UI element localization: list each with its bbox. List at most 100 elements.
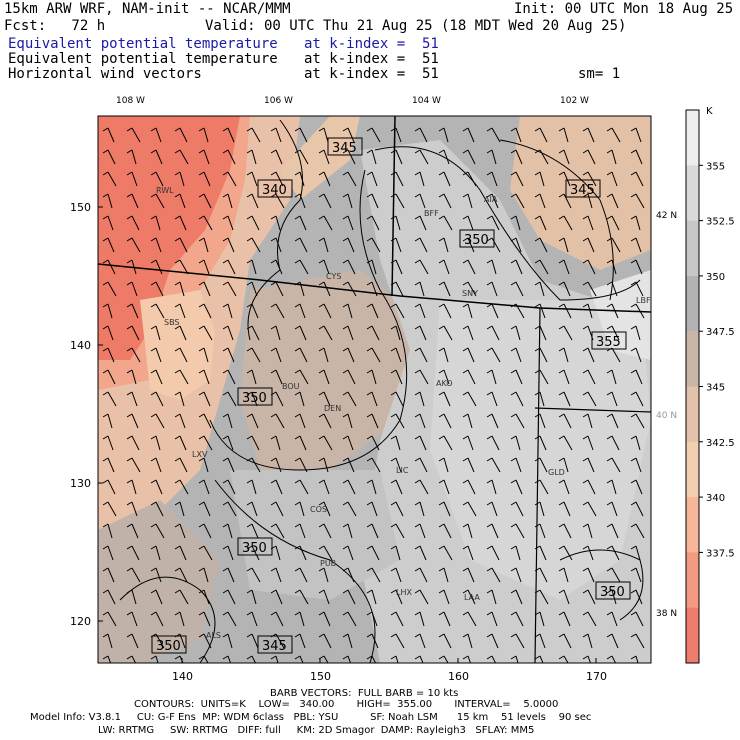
wind-barb <box>102 545 114 561</box>
wind-barb <box>390 215 401 231</box>
wind-barb <box>102 413 113 429</box>
wind-barb <box>198 369 210 385</box>
wind-barb <box>222 435 234 451</box>
x-tick-label: 160 <box>448 670 469 683</box>
wind-barb <box>486 567 501 583</box>
wind-barb <box>102 215 114 231</box>
wind-barb <box>414 193 426 209</box>
wind-barb <box>126 281 138 297</box>
wind-barb <box>222 611 237 627</box>
wind-barb <box>510 193 525 209</box>
wind-barb <box>510 347 522 363</box>
wind-barb <box>270 325 281 341</box>
wind-barb <box>174 479 189 495</box>
lon-label: 104 W <box>412 96 441 106</box>
wind-barb <box>510 523 525 539</box>
wind-barb <box>558 567 569 583</box>
wind-barb <box>294 237 308 253</box>
wind-barb <box>102 325 114 341</box>
wind-barb <box>102 259 116 275</box>
wind-barb <box>270 303 285 319</box>
wind-barb <box>390 501 404 517</box>
wind-barb <box>246 171 258 187</box>
wind-barb <box>198 479 210 495</box>
wind-barb <box>294 589 309 605</box>
wind-barb <box>534 347 548 363</box>
station-lxv: LXV <box>192 450 208 459</box>
wind-barb <box>462 193 473 209</box>
wind-barb <box>462 501 477 517</box>
wind-barb <box>246 457 261 473</box>
wind-barb <box>150 171 164 187</box>
wind-barb <box>246 501 258 517</box>
wind-barb <box>270 501 284 517</box>
lon-label: 106 W <box>264 96 293 106</box>
wind-barb <box>630 171 644 187</box>
contour-label: 355 <box>596 335 621 350</box>
colorbar-segment <box>686 165 699 222</box>
wind-barb <box>102 435 114 451</box>
wind-barb <box>126 391 138 407</box>
wind-barb <box>582 655 592 663</box>
wind-barb <box>318 435 333 451</box>
wind-barb <box>534 545 547 561</box>
wind-barb <box>246 149 257 165</box>
wind-barb <box>342 171 357 187</box>
wind-barb <box>150 325 161 341</box>
wind-barb <box>462 127 475 143</box>
wind-barb <box>318 589 330 605</box>
wind-barb <box>246 193 259 209</box>
wind-barb <box>222 501 237 517</box>
wind-barb <box>438 215 453 231</box>
wind-barb <box>438 259 450 275</box>
lon-label: 108 W <box>116 96 145 106</box>
wind-barb <box>582 303 593 319</box>
contour-label: 350 <box>242 391 267 406</box>
wind-barb <box>630 149 643 165</box>
wind-barb <box>510 127 522 143</box>
wind-barb <box>414 259 429 275</box>
wind-barb <box>462 457 475 473</box>
x-tick-label: 170 <box>586 670 607 683</box>
wind-barb <box>438 655 449 663</box>
wind-barb <box>126 127 141 143</box>
wind-barb <box>294 281 305 297</box>
map-frame <box>97 115 652 664</box>
wind-barb <box>294 193 306 209</box>
wind-barb <box>462 479 476 495</box>
station-gld: GLD <box>548 468 565 477</box>
contour-label: 350 <box>600 585 625 600</box>
wind-barb <box>414 391 425 407</box>
wind-barb <box>606 237 621 253</box>
wind-barb <box>342 391 357 407</box>
wind-barb <box>438 325 453 341</box>
wind-barb <box>318 171 331 187</box>
wind-barb <box>270 589 283 605</box>
field-2-name: Equivalent potential temperature <box>8 51 278 67</box>
wind-barb <box>366 633 379 649</box>
wind-barb <box>294 523 306 539</box>
wind-barb <box>486 523 499 539</box>
wind-barb <box>366 501 378 517</box>
wind-barb <box>198 655 209 663</box>
wind-barb <box>366 193 379 209</box>
wind-barb <box>534 413 546 429</box>
wind-barb <box>366 149 377 165</box>
colorbar-segment <box>686 552 699 609</box>
wind-barb <box>390 567 402 583</box>
wind-barb <box>294 567 308 583</box>
wind-barb <box>270 523 285 539</box>
wind-barb <box>270 171 284 187</box>
wind-barb <box>198 347 209 363</box>
wind-barb <box>198 193 212 209</box>
wind-barb <box>366 611 378 627</box>
wind-barb <box>270 655 279 663</box>
wind-barb <box>342 567 355 583</box>
wind-barb <box>366 413 379 429</box>
wind-barb <box>534 281 545 297</box>
wind-barb <box>486 611 498 627</box>
wind-barb <box>294 303 306 319</box>
wind-barb <box>558 633 572 649</box>
wind-barb <box>246 127 261 143</box>
wind-barb <box>222 281 237 297</box>
